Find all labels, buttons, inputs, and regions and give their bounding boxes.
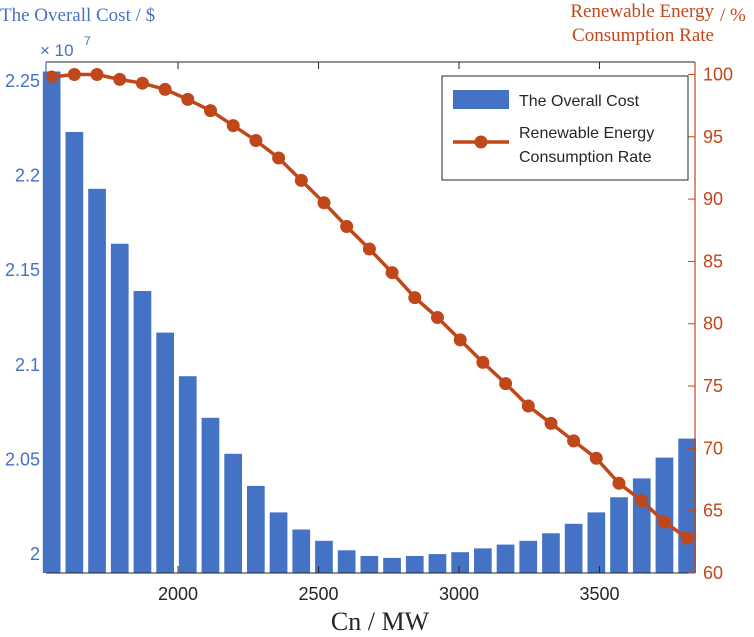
line-point: [272, 151, 286, 165]
bar: [133, 291, 152, 573]
line-point: [90, 68, 104, 81]
y-right-tick-label: 60: [703, 563, 723, 583]
line-point: [612, 476, 626, 490]
legend-bar-label: The Overall Cost: [519, 93, 640, 110]
bar: [110, 243, 129, 573]
y-left-tick-label: 2.25: [5, 71, 40, 91]
y-left-tick-label: 2.2: [15, 166, 40, 186]
bar: [474, 548, 492, 573]
bar: [496, 544, 515, 573]
bar: [42, 71, 61, 573]
x-tick-label: 2000: [158, 584, 198, 604]
line-point: [680, 531, 694, 545]
bar: [519, 540, 538, 573]
legend-line-label-2: Consumption Rate: [519, 149, 652, 166]
y-left-tick-label: 2: [30, 544, 40, 564]
legend: The Overall Cost Renewable Energy Consum…: [441, 75, 689, 181]
bar: [292, 529, 311, 573]
line-point: [431, 311, 444, 324]
line-point: [521, 399, 535, 413]
y-left-tick-label: 2.15: [5, 260, 40, 280]
line-point: [294, 173, 308, 187]
line-point: [158, 82, 172, 96]
y-left-tick-label: 2.05: [5, 449, 40, 469]
bar: [178, 376, 197, 573]
line-point: [67, 68, 81, 81]
bar: [428, 554, 447, 573]
bar: [542, 533, 560, 573]
bar: [678, 438, 696, 573]
bar: [564, 523, 583, 573]
line-point: [204, 104, 217, 118]
line-point: [408, 291, 422, 305]
bar: [655, 457, 674, 573]
bar: [269, 512, 288, 573]
line-point: [499, 377, 513, 391]
line-point: [453, 333, 467, 347]
line-point: [635, 494, 649, 508]
x-axis-label: Cn / MW: [331, 607, 430, 636]
right-axis-title-line2: Consumption Rate: [572, 25, 714, 46]
line-point: [340, 220, 354, 233]
bar: [405, 556, 424, 573]
line-point: [657, 515, 671, 529]
line-point: [135, 76, 149, 90]
line-point: [544, 416, 558, 430]
line-point: [589, 451, 603, 465]
line-point: [226, 119, 240, 133]
legend-bar-swatch: [453, 90, 509, 109]
y-right-tick-label: 100: [703, 64, 733, 84]
line-point: [362, 242, 376, 256]
legend-line-marker: [474, 135, 488, 149]
y-left-tick-label: 2.1: [15, 355, 40, 375]
line-layer: [45, 68, 694, 545]
bar: [65, 132, 84, 573]
y-right-tick-label: 80: [703, 314, 723, 334]
axes-layer: 2000 2500 3000 3500 2 2.05 2.1 2.15 2.2 2.25 60 65 7…: [5, 61, 733, 604]
line-point: [181, 92, 195, 106]
bar: [383, 557, 401, 573]
line-point: [567, 434, 581, 448]
y-right-tick-label: 75: [703, 376, 723, 396]
legend-line-label-1: Renewable Energy: [519, 125, 654, 142]
bars-layer: [42, 71, 696, 574]
line-point: [113, 72, 127, 86]
line-point: [317, 196, 331, 210]
line-point: [385, 266, 399, 280]
bar: [156, 332, 174, 573]
bar: [337, 550, 356, 573]
y-right-tick-label: 95: [703, 127, 723, 147]
right-axis-unit: / %: [720, 5, 746, 26]
bar: [632, 478, 651, 573]
bar: [360, 556, 379, 573]
bar: [587, 512, 606, 573]
left-axis-title: The Overall Cost / $: [0, 5, 155, 26]
bar: [610, 497, 628, 573]
line-point: [45, 70, 59, 84]
bar: [315, 540, 333, 573]
bar: [247, 485, 265, 573]
y-right-tick-label: 85: [703, 251, 723, 271]
y-right-tick-label: 90: [703, 189, 723, 209]
line-point: [476, 355, 490, 369]
y-right-tick-label: 70: [703, 438, 723, 458]
bar: [224, 453, 242, 573]
bar: [451, 552, 469, 573]
y-right-tick-label: 65: [703, 501, 723, 521]
x-tick-label: 3000: [439, 584, 479, 604]
right-axis-title-line1: Renewable Energy: [570, 1, 714, 22]
exponent-multiplier: × 10: [40, 41, 74, 60]
line-point: [249, 134, 263, 147]
x-tick-label: 3500: [579, 584, 619, 604]
exponent-power: 7: [84, 34, 91, 48]
x-tick-label: 2500: [299, 584, 339, 604]
bar: [201, 417, 220, 573]
bar: [88, 188, 106, 574]
